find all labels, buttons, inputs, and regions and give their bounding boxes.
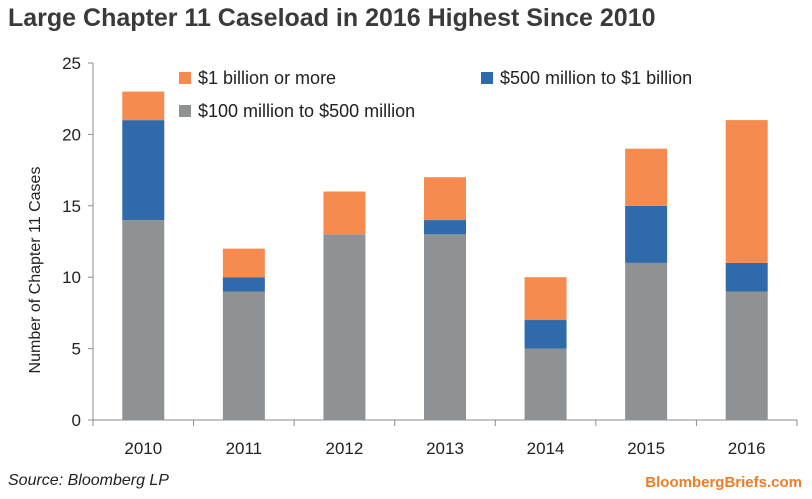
bar-segment [424, 177, 466, 221]
bar-segment [424, 234, 466, 420]
legend-label: $500 million to $1 billion [500, 68, 692, 88]
legend: $100 million to $500 million $500 million… [179, 68, 692, 121]
x-tick-label: 2013 [426, 439, 464, 458]
x-tick-label: 2010 [124, 439, 162, 458]
bar-segment [122, 91, 165, 121]
legend-swatch [179, 105, 191, 117]
bar-segment [222, 248, 265, 278]
y-tick-label: 20 [62, 125, 81, 144]
bar-segment [725, 262, 768, 292]
x-tick-label: 2014 [527, 439, 565, 458]
brand-link[interactable]: BloombergBriefs.com [645, 474, 802, 491]
bar-segment [524, 348, 567, 420]
bar-segment [122, 220, 165, 420]
source-note: Source: Bloomberg LP [8, 472, 169, 489]
legend-swatch [481, 72, 493, 84]
y-tick-label: 10 [62, 268, 81, 287]
legend-label: $100 million to $500 million [198, 101, 415, 121]
bar-segment [625, 148, 668, 206]
bar-segment [725, 120, 768, 263]
bar-segment [323, 234, 366, 420]
legend-swatch [179, 72, 191, 84]
y-tick-label: 25 [62, 54, 81, 73]
bar-segment [625, 205, 668, 263]
bar-segment [122, 120, 165, 221]
y-tick-label: 15 [62, 197, 81, 216]
y-tick-label: 5 [72, 340, 81, 359]
y-axis-label: Number of Chapter 11 Cases [27, 167, 44, 374]
x-tick-label: 2015 [627, 439, 665, 458]
bar-segment [424, 220, 466, 235]
bar-segment [524, 320, 567, 349]
bar-segment [222, 291, 265, 420]
x-tick-label: 2016 [728, 439, 766, 458]
bars [122, 91, 768, 420]
x-tick-label: 2011 [226, 439, 263, 458]
bar-segment [625, 262, 668, 420]
bar-segment [725, 291, 768, 420]
bar-segment [222, 277, 265, 292]
bar-segment [524, 277, 567, 321]
chart-title: Large Chapter 11 Caseload in 2016 Highes… [8, 4, 656, 32]
legend-label: $1 billion or more [198, 68, 336, 88]
y-tick-label: 0 [72, 411, 81, 430]
x-tick-label: 2012 [326, 439, 364, 458]
bar-segment [323, 191, 366, 235]
